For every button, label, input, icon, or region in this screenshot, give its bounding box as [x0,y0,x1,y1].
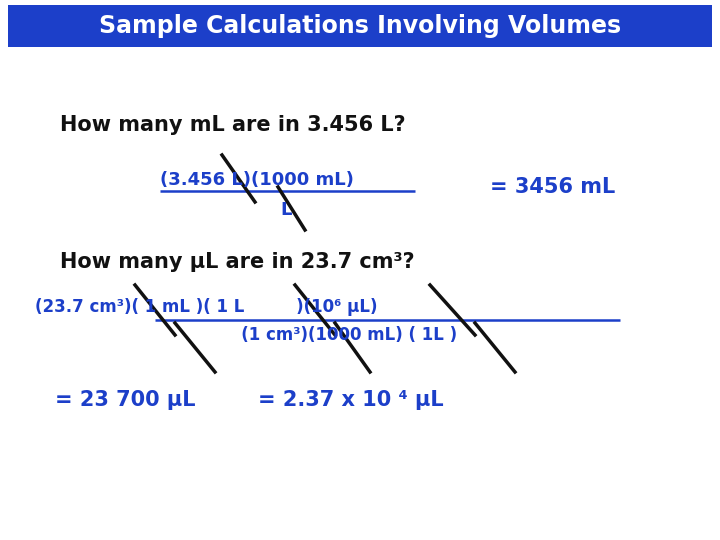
Text: (1 cm³)(1000 mL) ( 1L ): (1 cm³)(1000 mL) ( 1L ) [155,326,457,344]
Text: = 3456 mL: = 3456 mL [490,177,616,197]
Text: How many mL are in 3.456 L?: How many mL are in 3.456 L? [60,115,405,135]
Text: Sample Calculations Involving Volumes: Sample Calculations Involving Volumes [99,14,621,38]
FancyBboxPatch shape [8,5,712,47]
Text: = 23 700 μL: = 23 700 μL [55,390,196,410]
Text: (23.7 cm³)( 1 mL )( 1 L         )(10⁶ μL): (23.7 cm³)( 1 mL )( 1 L )(10⁶ μL) [35,298,377,316]
Text: = 2.37 x 10 ⁴ μL: = 2.37 x 10 ⁴ μL [258,390,444,410]
Text: How many μL are in 23.7 cm³?: How many μL are in 23.7 cm³? [60,252,415,272]
Text: (3.456 L)(1000 mL): (3.456 L)(1000 mL) [160,171,354,189]
Text: L: L [280,201,292,219]
